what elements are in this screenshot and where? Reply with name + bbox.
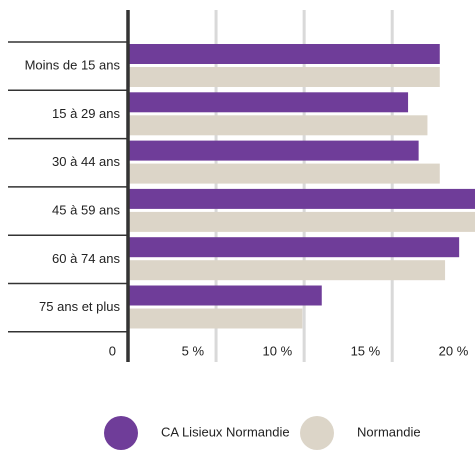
- y-tick-label: 45 à 59 ans: [52, 202, 120, 217]
- y-tick-label: 75 ans et plus: [39, 299, 120, 314]
- legend-swatch: [104, 416, 138, 450]
- y-tick-label: 15 à 29 ans: [52, 106, 120, 121]
- x-tick-label: 5 %: [182, 343, 205, 358]
- bar: [128, 211, 475, 232]
- y-tick-label: Moins de 15 ans: [25, 58, 121, 73]
- bar: [128, 140, 419, 161]
- bar: [128, 237, 460, 258]
- y-tick-label: 30 à 44 ans: [52, 154, 120, 169]
- legend-label: CA Lisieux Normandie: [161, 424, 290, 439]
- x-tick-label: 10 %: [263, 343, 293, 358]
- bar: [128, 67, 440, 87]
- x-tick-label: 0: [109, 343, 116, 358]
- bar: [128, 44, 440, 64]
- y-tick-label: 60 à 74 ans: [52, 251, 120, 266]
- bar: [128, 260, 446, 281]
- bar: [128, 163, 440, 184]
- x-tick-label: 15 %: [351, 343, 381, 358]
- bar: [128, 285, 322, 306]
- bar: [128, 115, 428, 136]
- legend-swatch: [300, 416, 334, 450]
- bar: [128, 92, 409, 113]
- legend-label: Normandie: [357, 424, 421, 439]
- bar: [128, 308, 303, 329]
- bar: [128, 188, 475, 209]
- x-tick-label: 20 %: [439, 343, 469, 358]
